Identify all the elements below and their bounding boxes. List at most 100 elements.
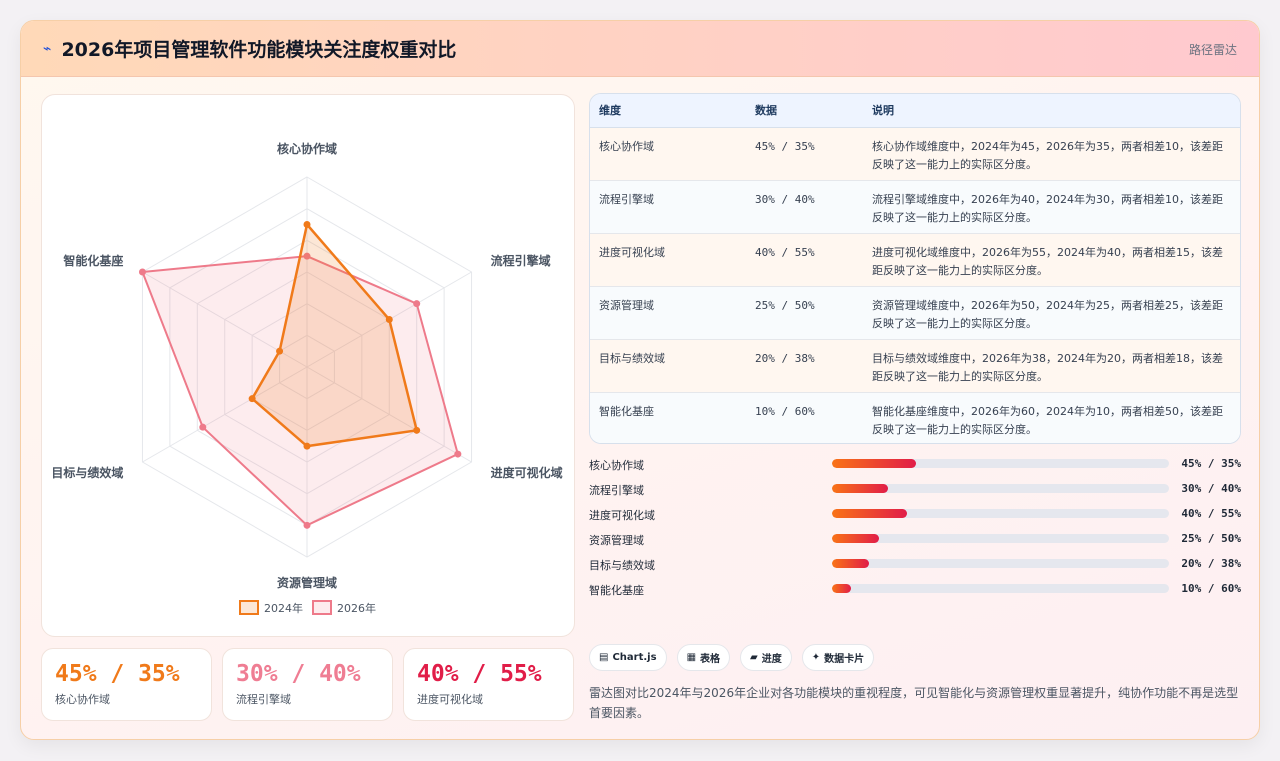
radar-data-point <box>303 221 311 228</box>
radar-data-point <box>303 521 311 529</box>
radar-data-point <box>385 316 393 323</box>
cell-data: 20% / 38% <box>746 339 863 393</box>
cell-dimension: 流程引擎域 <box>590 180 746 234</box>
radar-axis-label: 核心协作域 <box>277 141 337 156</box>
progress-row: 核心协作域 45% / 35% <box>589 454 1241 479</box>
chart-type-label: 路径雷达 <box>1188 43 1237 57</box>
cell-note: 目标与绩效域维度中，2026年为38，2024年为20，两者相差18，该差距反映… <box>863 339 1240 393</box>
progress-label: 流程引擎域 <box>589 484 644 497</box>
progress-value: 10% / 60% <box>1181 582 1241 595</box>
cell-note: 流程引擎域维度中，2026年为40，2024年为30，两者相差10，该差距反映了… <box>863 180 1240 234</box>
table-header-row: 维度 数据 说明 <box>590 94 1240 128</box>
column-header-data: 数据 <box>746 94 863 128</box>
radar-axis-label: 智能化基座 <box>62 253 123 268</box>
tag-label: 进度 <box>761 654 782 665</box>
radar-axis-label: 进度可视化域 <box>491 465 563 480</box>
chart-icon: ⌁ <box>43 40 52 57</box>
cell-note: 核心协作域维度中，2024年为45，2026年为35，两者相差10，该差距反映了… <box>863 127 1240 181</box>
cell-note: 进度可视化域维度中，2026年为55，2024年为40，两者相差15，该差距反映… <box>863 233 1240 287</box>
radar-data-point <box>303 442 311 450</box>
kpi-value: 30% / 40% <box>236 661 361 687</box>
cell-data: 25% / 50% <box>746 286 863 340</box>
cell-data: 45% / 35% <box>746 127 863 181</box>
progress-label: 智能化基座 <box>589 584 644 597</box>
cell-data: 10% / 60% <box>746 392 863 443</box>
column-header-dimension: 维度 <box>590 94 746 128</box>
progress-row: 目标与绩效域 20% / 38% <box>589 554 1241 579</box>
radar-axis-label: 目标与绩效域 <box>51 465 123 480</box>
radar-axis-label: 资源管理域 <box>277 575 337 590</box>
kpi-value: 40% / 55% <box>417 661 542 687</box>
tag-chip[interactable]: ▤ Chart.js <box>589 644 667 671</box>
sparkle-icon: ✦ <box>811 652 821 663</box>
legend-label: 2024年 <box>264 601 303 615</box>
radar-data-point <box>248 395 256 403</box>
kpi-value: 45% / 35% <box>55 661 180 687</box>
tag-list: ▤ Chart.js ▦ 表格 ▰ 进度 ✦ 数据卡片 <box>589 644 875 671</box>
radar-chart-panel: 核心协作域 流程引擎域 进度可视化域 资源管理域 目标与绩效域 智能化基座 2024年 202… <box>41 94 575 637</box>
progress-fill <box>832 559 870 568</box>
kpi-card-1: 45% / 35% 核心协作域 <box>41 648 212 721</box>
table-row: 进度可视化域 40% / 55% 进度可视化域维度中，2026年为55，2024… <box>590 233 1240 287</box>
progress-row: 流程引擎域 30% / 40% <box>589 479 1241 504</box>
kpi-label: 核心协作域 <box>55 693 110 706</box>
cell-dimension: 智能化基座 <box>590 392 746 443</box>
kpi-label: 流程引擎域 <box>236 693 291 706</box>
table-row: 核心协作域 45% / 35% 核心协作域维度中，2024年为45，2026年为… <box>590 127 1240 181</box>
tag-chip[interactable]: ✦ 数据卡片 <box>801 644 875 671</box>
cell-dimension: 资源管理域 <box>590 286 746 340</box>
progress-label: 资源管理域 <box>589 534 644 547</box>
progress-label: 进度可视化域 <box>589 509 655 522</box>
progress-fill <box>832 484 889 493</box>
page-title: 2026年项目管理软件功能模块关注度权重对比 <box>61 39 457 61</box>
progress-label: 核心协作域 <box>589 459 644 472</box>
progress-value: 45% / 35% <box>1181 457 1241 470</box>
kpi-card-3: 40% / 55% 进度可视化域 <box>403 648 574 721</box>
tag-label: 表格 <box>700 654 721 665</box>
progress-row: 进度可视化域 40% / 55% <box>589 504 1241 529</box>
table-row: 流程引擎域 30% / 40% 流程引擎域维度中，2026年为40，2024年为… <box>590 180 1240 234</box>
data-table: 维度 数据 说明 核心协作域 45% / 35% 核心协作域维度中，2024年为… <box>589 93 1241 444</box>
cell-dimension: 核心协作域 <box>590 127 746 181</box>
table-row: 资源管理域 25% / 50% 资源管理域维度中，2026年为50，2024年为… <box>590 286 1240 340</box>
progress-fill <box>832 584 851 593</box>
progress-fill <box>832 459 917 468</box>
progress-track <box>832 534 1169 543</box>
progress-bar-list: 核心协作域 45% / 35% 流程引擎域 30% / 40% 进度可视化域 40% / … <box>589 454 1241 604</box>
radar-data-point <box>199 423 207 431</box>
kpi-card-2: 30% / 40% 流程引擎域 <box>222 648 393 721</box>
progress-icon: ▰ <box>750 652 758 663</box>
progress-value: 20% / 38% <box>1181 557 1241 570</box>
tag-label: Chart.js <box>612 652 657 663</box>
radar-data-point <box>138 268 146 276</box>
progress-track <box>832 459 1169 468</box>
progress-label: 目标与绩效域 <box>589 559 655 572</box>
chart-bars-icon: ▤ <box>599 652 609 663</box>
progress-row: 智能化基座 10% / 60% <box>589 579 1241 604</box>
radar-spoke <box>306 366 472 463</box>
progress-row: 资源管理域 25% / 50% <box>589 529 1241 554</box>
dashboard-card: ⌁ 2026年项目管理软件功能模块关注度权重对比 路径雷达 核心协作域 流程引擎域… <box>20 20 1260 740</box>
radar-data-point <box>413 426 421 434</box>
radar-data-point <box>454 450 462 458</box>
tag-chip[interactable]: ▦ 表格 <box>676 644 731 671</box>
progress-track <box>832 484 1169 493</box>
radar-spoke <box>142 366 308 463</box>
progress-track <box>832 509 1169 518</box>
progress-track <box>832 584 1169 593</box>
table-row: 目标与绩效域 20% / 38% 目标与绩效域维度中，2026年为38，2024… <box>590 339 1240 393</box>
progress-track <box>832 559 1169 568</box>
chart-description: 雷达图对比2024年与2026年企业对各功能模块的重视程度，可见智能化与资源管理… <box>589 686 1239 720</box>
table-icon: ▦ <box>686 652 697 663</box>
column-header-note: 说明 <box>863 94 1240 128</box>
cell-note: 资源管理域维度中，2026年为50，2024年为25，两者相差25，该差距反映了… <box>863 286 1240 340</box>
cell-dimension: 进度可视化域 <box>590 233 746 287</box>
radar-data-point <box>276 347 284 355</box>
kpi-label: 进度可视化域 <box>417 693 483 706</box>
tag-label: 数据卡片 <box>824 654 865 665</box>
progress-fill <box>832 509 907 518</box>
tag-chip[interactable]: ▰ 进度 <box>740 644 792 671</box>
card-header: ⌁ 2026年项目管理软件功能模块关注度权重对比 路径雷达 <box>21 21 1259 77</box>
legend-label: 2026年 <box>337 601 376 615</box>
